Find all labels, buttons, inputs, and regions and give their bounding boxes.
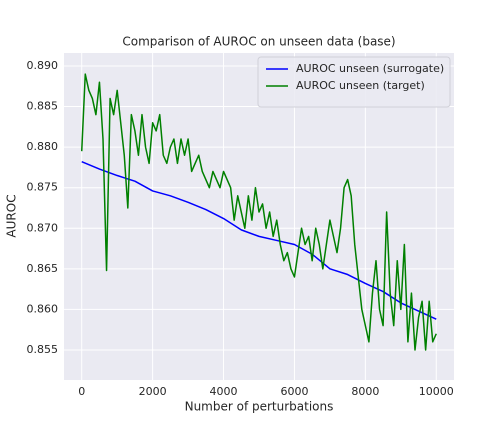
y-tick-label: 0.860 — [27, 302, 59, 315]
y-tick-label: 0.880 — [27, 140, 59, 153]
y-tick-label: 0.890 — [27, 59, 59, 72]
lines — [80, 73, 437, 351]
x-tick-label: 0 — [78, 385, 85, 398]
y-tick-label: 0.885 — [27, 100, 59, 113]
x-tick-label: 10000 — [419, 385, 454, 398]
legend-label: AUROC unseen (target) — [296, 79, 425, 92]
x-tick-label: 4000 — [210, 385, 238, 398]
y-tick-label: 0.855 — [27, 343, 59, 356]
series-line — [80, 73, 437, 351]
series-line — [81, 161, 437, 320]
x-tick-label: 8000 — [351, 385, 379, 398]
legend: AUROC unseen (surrogate) AUROC unseen (ta… — [257, 56, 451, 108]
y-tick-label: 0.870 — [27, 221, 59, 234]
legend-box — [257, 56, 451, 108]
legend-label: AUROC unseen (surrogate) — [296, 62, 444, 75]
y-tick-label: 0.875 — [27, 181, 59, 194]
x-tick-label: 6000 — [280, 385, 308, 398]
y-tick-label: 0.865 — [27, 262, 59, 275]
y-axis-label: AUROC — [5, 194, 19, 237]
x-tick-label: 2000 — [139, 385, 167, 398]
chart-title: Comparison of AUROC on unseen data (base… — [122, 35, 395, 49]
x-axis-label: Number of perturbations — [185, 400, 334, 414]
